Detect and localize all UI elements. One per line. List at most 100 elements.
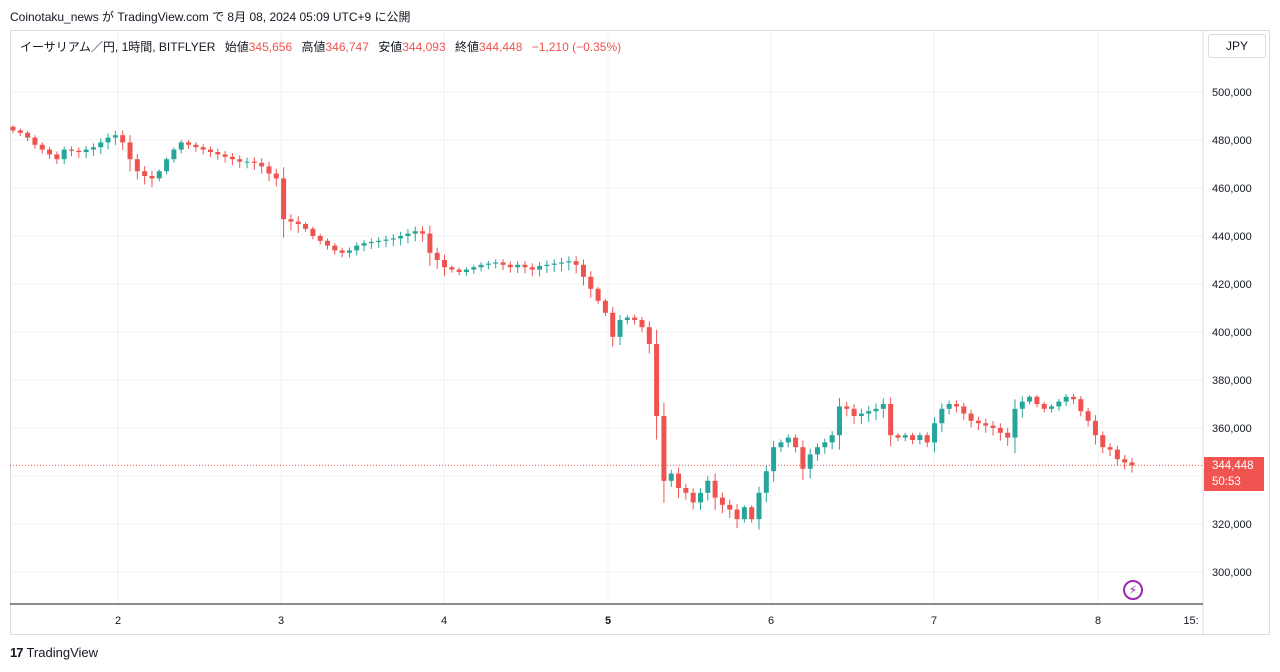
- symbol-label: イーサリアム／円, 1時間, BITFLYER: [20, 40, 216, 54]
- candle-body: [866, 411, 872, 414]
- candle-body: [654, 344, 660, 416]
- close-label: 終値: [454, 40, 479, 54]
- x-tick-label: 2: [115, 615, 121, 627]
- candle-body: [127, 142, 133, 160]
- candle-body: [1114, 449, 1120, 460]
- candle-body: [368, 242, 374, 244]
- candle-body: [32, 137, 38, 145]
- candle-body: [676, 473, 682, 488]
- candle-body: [200, 147, 206, 150]
- candle-body: [207, 149, 213, 152]
- y-tick-label: 440,000: [1212, 231, 1252, 243]
- candle-body: [1063, 396, 1069, 402]
- candle-body: [537, 266, 543, 270]
- candle-body: [281, 178, 287, 220]
- candle-body: [895, 435, 901, 438]
- candle-body: [442, 260, 448, 268]
- candle-body: [303, 224, 309, 229]
- candle-body: [259, 162, 265, 167]
- x-tick-label: 8: [1095, 615, 1101, 627]
- candle-body: [529, 267, 535, 270]
- candle-body: [910, 435, 916, 440]
- candle-body: [1049, 406, 1055, 409]
- candle-body: [244, 161, 250, 163]
- candle-body: [1078, 399, 1084, 412]
- candle-body: [346, 250, 352, 253]
- candle-body: [390, 238, 396, 240]
- candle-body: [493, 262, 499, 264]
- candle-body: [266, 166, 272, 174]
- candle-body: [434, 252, 440, 260]
- y-tick-label: 300,000: [1212, 567, 1252, 579]
- high-label: 高値: [301, 40, 326, 54]
- candle-body: [142, 171, 148, 176]
- candle-body: [968, 413, 974, 421]
- candle-body: [778, 442, 784, 448]
- tradingview-logo-icon: 17: [10, 645, 24, 660]
- bolt-icon[interactable]: ⚡: [1123, 580, 1143, 600]
- x-tick-label: 4: [441, 615, 447, 627]
- candle-body: [61, 149, 67, 160]
- x-tick-label: 6: [768, 615, 774, 627]
- candle-body: [551, 263, 557, 265]
- candle-body: [171, 149, 177, 160]
- candle-body: [807, 454, 813, 469]
- candle-body: [815, 447, 821, 455]
- candle-body: [295, 221, 301, 224]
- currency-button[interactable]: JPY: [1208, 34, 1266, 58]
- candle-body: [405, 233, 411, 236]
- candle-body: [785, 437, 791, 443]
- candle-body: [69, 149, 75, 151]
- candle-body: [112, 135, 118, 138]
- candle-body: [1070, 396, 1076, 400]
- publish-header: Coinotaku_news が TradingView.com で 8月 08…: [10, 10, 411, 24]
- candle-body: [719, 497, 725, 505]
- candle-body: [471, 267, 477, 270]
- candle-body: [478, 264, 484, 268]
- candle-body: [632, 317, 638, 320]
- y-tick-label: 360,000: [1212, 423, 1252, 435]
- y-tick-label: 400,000: [1212, 327, 1252, 339]
- candle-body: [661, 416, 667, 481]
- candle-body: [10, 126, 16, 131]
- candle-body: [697, 492, 703, 503]
- candle-body: [624, 317, 630, 320]
- y-tick-label: 380,000: [1212, 375, 1252, 387]
- candle-body: [668, 473, 674, 481]
- y-tick-label: 460,000: [1212, 183, 1252, 195]
- candle-body: [1056, 401, 1062, 407]
- bar-countdown: 50:53: [1212, 476, 1241, 488]
- candle-body: [800, 447, 806, 469]
- x-tick-label: 5: [605, 615, 611, 627]
- candle-body: [456, 269, 462, 272]
- candle-body: [317, 236, 323, 241]
- candle-body: [39, 144, 45, 150]
- candle-body: [1027, 396, 1033, 402]
- candle-body: [741, 507, 747, 520]
- candle-body: [763, 471, 769, 493]
- open-label: 始値: [224, 40, 249, 54]
- candle-body: [332, 245, 338, 251]
- candle-body: [310, 228, 316, 236]
- candle-body: [924, 435, 930, 443]
- candle-body: [939, 408, 945, 424]
- candle-body: [222, 154, 228, 157]
- y-tick-label: 500,000: [1212, 87, 1252, 99]
- candle-body: [376, 240, 382, 242]
- candle-body: [559, 262, 565, 264]
- candle-body: [771, 447, 777, 472]
- candle-body: [156, 171, 162, 179]
- candle-body: [105, 137, 111, 143]
- candle-body: [749, 507, 755, 520]
- candle-body: [515, 264, 521, 268]
- candle-body: [844, 406, 850, 409]
- candle-body: [251, 161, 257, 163]
- candle-body: [361, 243, 367, 246]
- candle-body: [229, 156, 235, 160]
- y-tick-label: 320,000: [1212, 519, 1252, 531]
- candle-body: [134, 159, 140, 172]
- candle-body: [646, 327, 652, 344]
- candle-body: [1129, 462, 1135, 466]
- candle-body: [888, 404, 894, 436]
